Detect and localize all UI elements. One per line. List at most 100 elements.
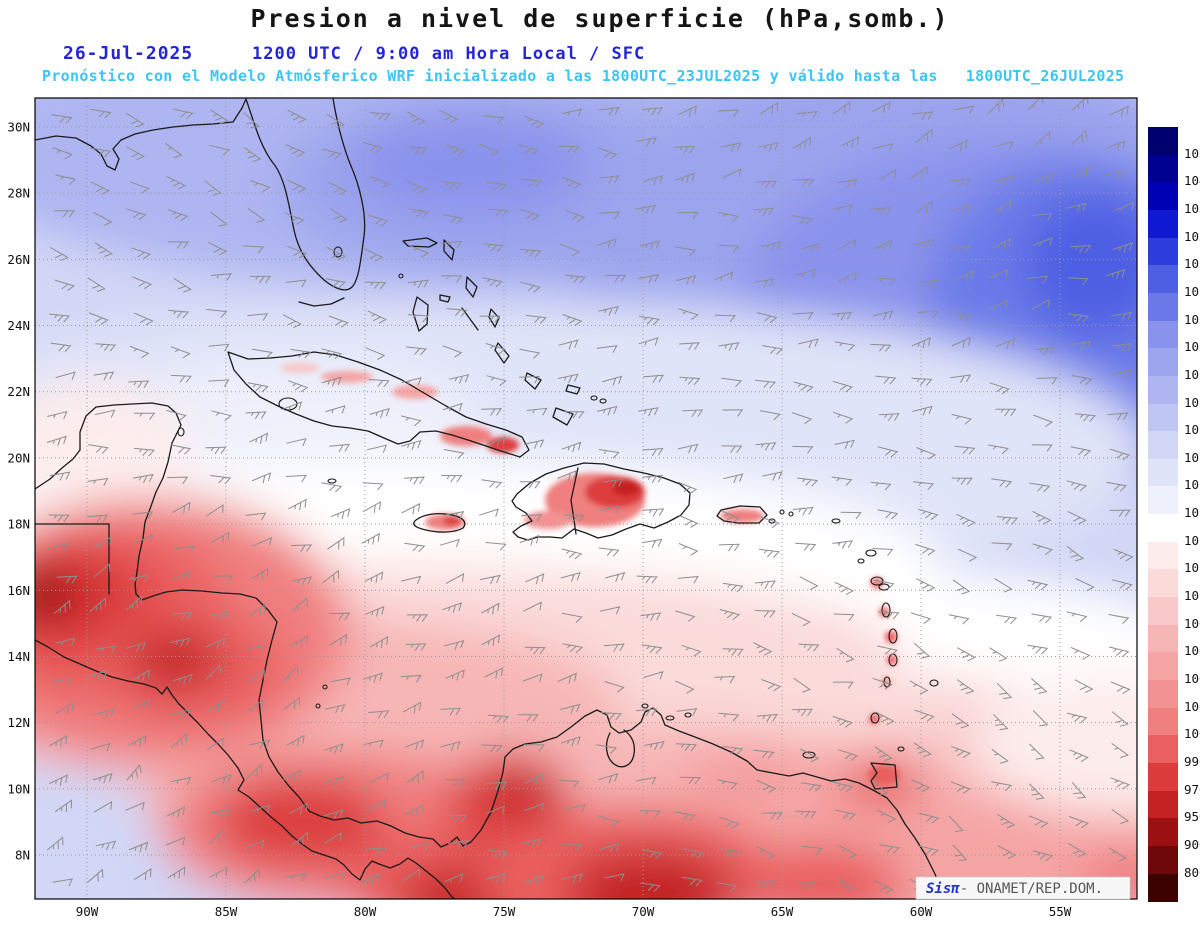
lon-label: 90W [76, 904, 99, 919]
valid-time-line: 1200 UTC / 9:00 am Hora Local / SFC [252, 44, 646, 64]
lat-label: 14N [7, 649, 30, 664]
islet-outline [878, 583, 890, 591]
lat-label: 24N [7, 318, 30, 333]
latitude-axis-labels: 30N 28N 26N 24N 22N 20N 18N 16N 14N 12N 10N 8N [7, 120, 30, 863]
lon-label: 65W [771, 904, 794, 919]
chart-title: Presion a nivel de superficie (hPa,somb.… [250, 4, 950, 33]
coastline-path [439, 294, 451, 303]
model-init-line: Pronóstico con el Modelo Atmósferico WRF… [42, 67, 1125, 85]
lat-label: 26N [7, 252, 30, 267]
coastline-path [35, 639, 456, 899]
valid-date: 26-Jul-2025 [63, 43, 194, 64]
coastline-path [565, 384, 581, 395]
islet-outline [322, 684, 328, 690]
coastline-path [494, 342, 510, 364]
islet-outline [929, 679, 939, 687]
coastline-path [524, 372, 542, 390]
island-low-blob [885, 631, 897, 643]
lat-label: 8N [15, 847, 30, 862]
watermark-source: - ONAMET/REP.DOM. [960, 881, 1103, 897]
island-low-blob [280, 363, 320, 373]
islet-outline [881, 602, 891, 618]
pressure-blob [680, 756, 820, 788]
islet-outline [779, 509, 785, 515]
watermark-box [915, 876, 1131, 900]
islet-outline [684, 712, 692, 718]
islet-outline [768, 518, 776, 524]
lat-label: 20N [7, 450, 30, 465]
coastline-path [35, 98, 366, 291]
lon-label: 85W [215, 904, 238, 919]
pressure-blob [495, 771, 555, 819]
lat-label: 22N [7, 384, 30, 399]
pressure-blob [215, 777, 385, 867]
islet-outline [333, 246, 343, 258]
lat-label: 12N [7, 715, 30, 730]
islet-outline [641, 703, 649, 709]
lat-label: 10N [7, 781, 30, 796]
lat-label: 28N [7, 186, 30, 201]
coastline-path [605, 729, 636, 768]
longitude-axis-labels: 90W 85W 80W 75W 70W 65W 60W 55W [76, 904, 1072, 919]
pressure-blob [1025, 195, 1137, 335]
islet-outline [599, 398, 607, 404]
coastline-path [488, 308, 500, 328]
wind-barb-glyphs [46, 98, 1135, 897]
wind-barbs [46, 98, 1135, 897]
pressure-blob [735, 843, 905, 899]
islet-outline [888, 628, 898, 644]
pressure-blob [35, 578, 64, 610]
coastline-path [511, 462, 691, 541]
coastlines [35, 98, 945, 899]
lat-label: 16N [7, 583, 30, 598]
islet-outline [802, 751, 816, 759]
island-low-blob [440, 426, 492, 446]
pressure-blob [350, 115, 590, 215]
pressure-blob [120, 360, 480, 480]
islet-outline [590, 395, 598, 401]
lon-label: 55W [1049, 904, 1072, 919]
coastline-path [716, 505, 768, 524]
coastline-path [570, 467, 579, 535]
island-low-blob [868, 765, 900, 785]
islet-outline [831, 518, 841, 524]
lon-label: 80W [354, 904, 377, 919]
islet-outline [865, 549, 877, 557]
islet-outline [870, 712, 880, 724]
coastline-path [402, 237, 438, 248]
lat-lon-gridlines [35, 98, 1137, 899]
watermark-brand: Sisπ [926, 881, 960, 897]
island-low-blob [870, 577, 884, 589]
island-low-blob [321, 371, 373, 383]
coastline-path [35, 402, 945, 899]
islet-outline [870, 576, 884, 586]
lon-label: 75W [493, 904, 516, 919]
lon-label: 70W [632, 904, 655, 919]
lon-label: 60W [910, 904, 933, 919]
watermark: Sisπ- ONAMET/REP.DOM. [915, 876, 1131, 900]
lat-label: 30N [7, 120, 30, 135]
map-border [34, 97, 1138, 900]
pressure-blob [975, 675, 1137, 815]
island-low-blob [443, 516, 461, 526]
pressure-blob [565, 850, 735, 899]
islet-outline [857, 558, 865, 564]
islet-outline [665, 715, 675, 721]
coastline-path [412, 296, 429, 332]
islet-outline [788, 511, 794, 517]
coastline-path [443, 239, 455, 261]
coastline-path [35, 523, 110, 595]
coastline-path [465, 276, 478, 298]
pressure-blob [127, 630, 223, 690]
island-low-blob [720, 509, 764, 523]
islet-outline [315, 703, 321, 709]
island-low-blob [487, 437, 519, 453]
islet-outline [327, 478, 337, 484]
islet-outline [177, 427, 185, 437]
svg-text:Sisπ- ONAMET/REP.DOM.: Sisπ- ONAMET/REP.DOM. [926, 881, 1103, 897]
island-low-blob [612, 480, 640, 496]
islet-outline [897, 746, 905, 752]
